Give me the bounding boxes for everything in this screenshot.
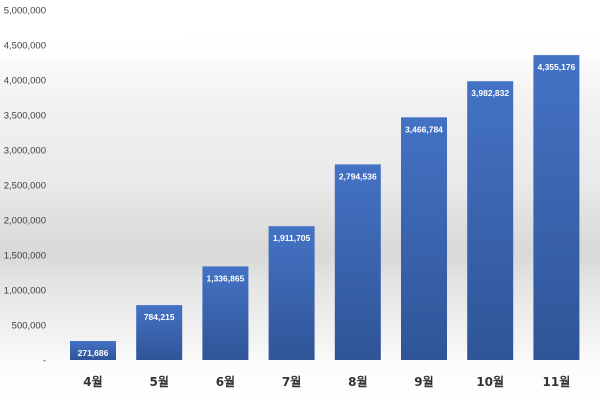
y-tick-label: 3,500,000 <box>4 111 46 122</box>
bar <box>202 266 249 360</box>
x-axis: 4월 5월 6월 7월 8월 9월 10월 11월 <box>83 374 570 389</box>
bar <box>268 226 315 360</box>
bar-series: 271,686 784,215 1,336,865 1,911,705 2,794,53… <box>70 55 580 360</box>
bar <box>136 305 183 360</box>
data-label: 3,466,784 <box>405 124 443 134</box>
y-tick-label: 5,000,000 <box>4 6 46 17</box>
data-label: 784,215 <box>144 312 175 322</box>
x-tick-label: 4월 <box>83 374 102 389</box>
y-tick-label: 4,000,000 <box>4 76 46 87</box>
x-tick-label: 8월 <box>348 374 367 389</box>
y-tick-label: 4,500,000 <box>4 41 46 52</box>
x-tick-label: 9월 <box>414 374 433 389</box>
x-tick-label: 11월 <box>543 374 571 389</box>
x-tick-label: 7월 <box>282 374 301 389</box>
data-label: 3,982,832 <box>471 88 509 98</box>
y-tick-label: 1,500,000 <box>4 251 46 262</box>
data-label: 2,794,536 <box>339 171 377 181</box>
data-label: 1,336,865 <box>206 273 244 283</box>
bar <box>334 164 381 360</box>
x-tick-label: 5월 <box>150 374 169 389</box>
y-tick-label: 2,500,000 <box>4 181 46 192</box>
bar <box>401 117 447 360</box>
y-tick-label: 1,000,000 <box>4 286 46 297</box>
data-label: 1,911,705 <box>273 233 311 243</box>
bar <box>533 55 580 360</box>
data-label: 271,686 <box>78 348 109 358</box>
y-tick-label: 3,000,000 <box>4 146 46 157</box>
data-label: 4,355,176 <box>537 62 575 72</box>
bar <box>467 81 514 360</box>
x-tick-label: 6월 <box>216 374 235 389</box>
bar <box>70 341 116 360</box>
x-tick-label: 10월 <box>476 374 504 389</box>
y-tick-label: 500,000 <box>12 321 46 332</box>
y-axis: - 500,000 1,000,000 1,500,000 2,000,000 2,500… <box>4 6 46 367</box>
y-tick-label: 2,000,000 <box>4 216 46 227</box>
y-tick-label: - <box>43 356 46 367</box>
